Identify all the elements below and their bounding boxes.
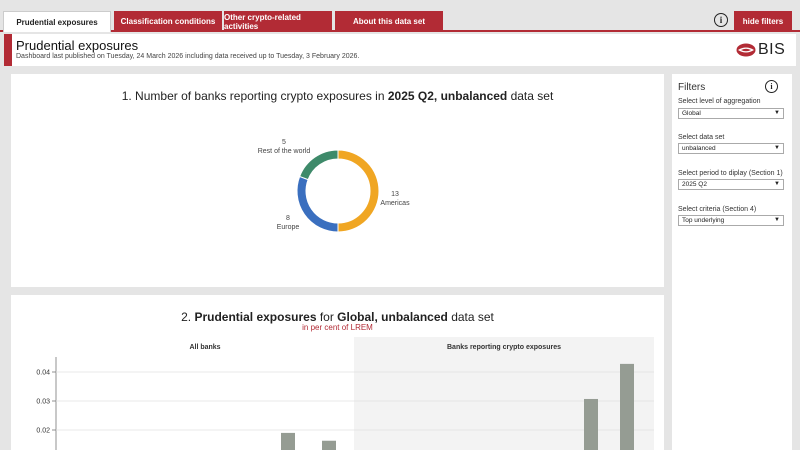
bar-crypto-banks-0[interactable] [584, 398, 598, 450]
donut-slice-rest-of-the-world[interactable] [299, 149, 339, 181]
chart-2-subtitle: in per cent of LREM [302, 323, 373, 332]
donut-label-rest-of-world: 5 Rest of the world [257, 139, 311, 155]
bis-logo-text: BIS [758, 41, 786, 58]
header-accent-bar [4, 34, 12, 66]
filters-title: Filters [678, 82, 706, 93]
tab-classification-conditions[interactable]: Classification conditions [114, 11, 222, 32]
page-title: Prudential exposures [16, 38, 139, 53]
y-tick-label: 0.03 [36, 399, 50, 406]
filter-select-period[interactable]: 2025 Q2 ▼ [678, 179, 784, 190]
chevron-down-icon: ▼ [774, 110, 780, 116]
page-header: Prudential exposures Dashboard last publ… [4, 34, 796, 66]
chevron-down-icon: ▼ [774, 217, 780, 223]
crypto-banks-panel-bg [354, 337, 654, 450]
tab-other-crypto-activities[interactable]: Other crypto-related activities [224, 11, 332, 32]
page-subtitle: Dashboard last published on Tuesday, 24 … [16, 53, 360, 60]
filter-label-data-set: Select data set [678, 134, 725, 141]
tab-bar: Prudential exposures Classification cond… [0, 0, 800, 32]
bis-logo: BIS [736, 41, 785, 59]
crypto-banks-label: Banks reporting crypto exposures [447, 344, 561, 351]
filters-panel: Filters i Select level of aggregation Gl… [672, 74, 792, 450]
info-icon[interactable]: i [714, 13, 728, 27]
chart-2-title: 2. Prudential exposures for Global, unba… [181, 310, 494, 324]
donut-label-europe: 8 Europe [276, 215, 300, 231]
y-tick-label: 0.04 [36, 370, 50, 377]
filter-label-aggregation: Select level of aggregation [678, 98, 761, 105]
filter-select-criteria[interactable]: Top underlying ▼ [678, 215, 784, 226]
chart-panel-prudential-exposures: 2. Prudential exposures for Global, unba… [11, 295, 664, 450]
chart-panel-bank-counts: 1. Number of banks reporting crypto expo… [11, 74, 664, 287]
all-banks-label: All banks [189, 344, 221, 351]
donut-label-americas: 13 Americas [380, 191, 410, 207]
tab-prudential-exposures[interactable]: Prudential exposures [3, 11, 111, 32]
chevron-down-icon: ▼ [774, 181, 780, 187]
donut-chart [296, 149, 380, 233]
filter-label-criteria: Select criteria (Section 4) [678, 206, 757, 213]
tab-about-data-set[interactable]: About this data set [335, 11, 443, 32]
y-tick-label: 0.02 [36, 428, 50, 435]
bar-all-banks-1[interactable] [322, 440, 336, 450]
bis-logo-icon [736, 43, 756, 57]
filter-select-aggregation[interactable]: Global ▼ [678, 108, 784, 119]
filter-select-data-set[interactable]: unbalanced ▼ [678, 143, 784, 154]
filters-info-icon[interactable]: i [765, 80, 778, 93]
bar-chart: 0.02 0.03 0.04 [36, 357, 654, 450]
chart-1-title: 1. Number of banks reporting crypto expo… [121, 89, 554, 103]
filter-label-period: Select period to diplay (Section 1) [678, 170, 783, 177]
chevron-down-icon: ▼ [774, 145, 780, 151]
bar-crypto-banks-1[interactable] [620, 363, 634, 450]
hide-filters-button[interactable]: hide filters [734, 11, 792, 32]
bar-all-banks-0[interactable] [281, 432, 295, 450]
